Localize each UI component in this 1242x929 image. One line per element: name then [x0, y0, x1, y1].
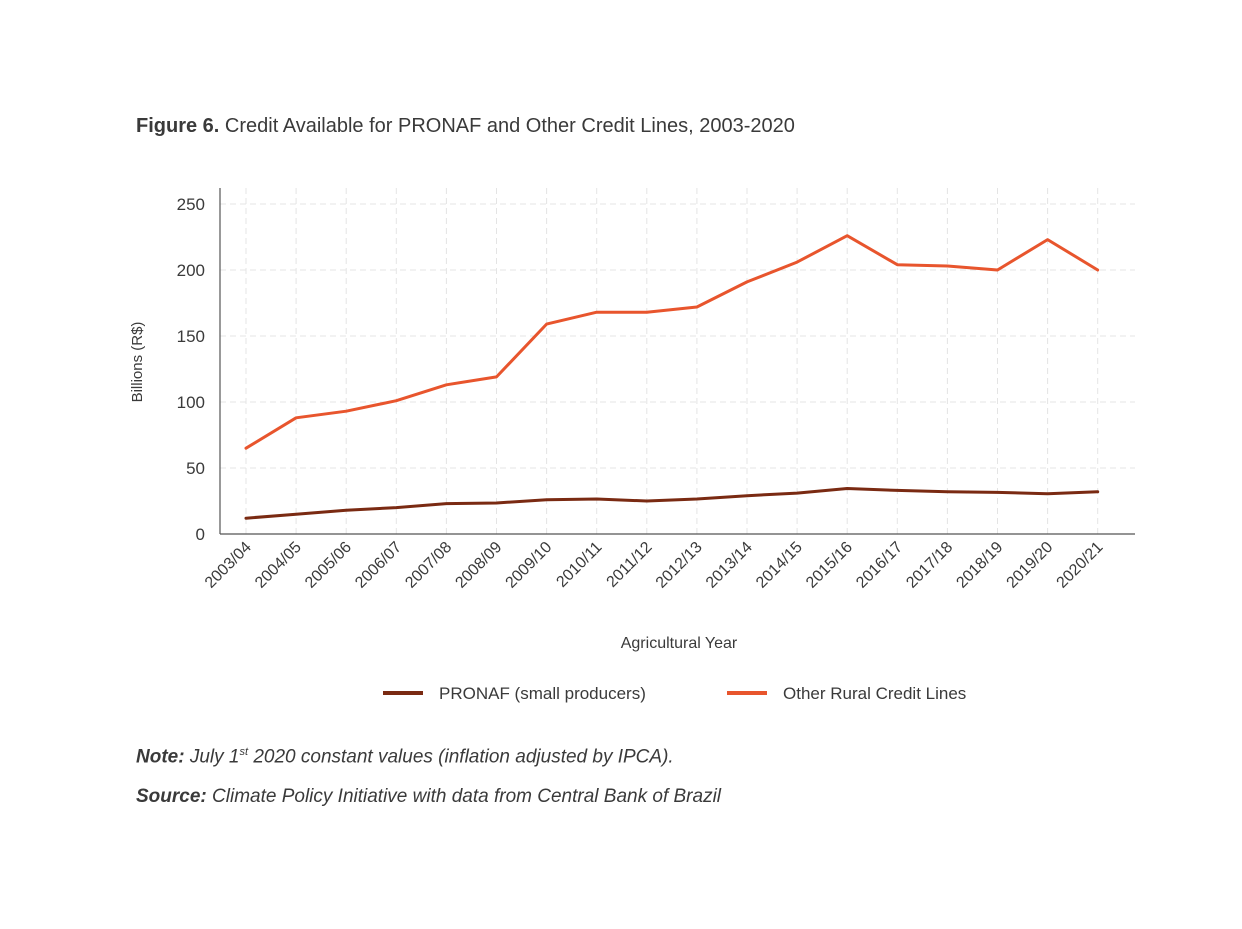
grid-lines [220, 188, 1135, 534]
x-tick-label: 2020/21 [1054, 539, 1107, 592]
note-sup: st [239, 746, 249, 758]
y-tick-label: 50 [186, 459, 205, 478]
source-line: Source: Climate Policy Initiative with d… [136, 786, 721, 808]
x-tick-label: 2012/13 [653, 539, 706, 592]
x-tick-label: 2017/18 [903, 539, 956, 592]
y-tick-label: 150 [177, 327, 205, 346]
x-tick-label: 2005/06 [302, 539, 355, 592]
source-text: Climate Policy Initiative with data from… [212, 786, 722, 807]
x-tick-label: 2008/09 [452, 539, 505, 592]
figure-title: Figure 6. Credit Available for PRONAF an… [136, 115, 795, 138]
x-tick-label: 2014/15 [753, 539, 806, 592]
y-axis-label: Billions (R$) [129, 322, 146, 403]
series-line-0 [244, 487, 1100, 520]
y-tick-label: 0 [196, 525, 205, 544]
x-tick-label: 2007/08 [402, 539, 455, 592]
note-text: 2020 constant values (inflation adjusted… [253, 746, 674, 768]
y-tick-labels: 0 50 100 150 200 250 [177, 195, 205, 544]
x-tick-label: 2015/16 [803, 539, 856, 592]
y-tick-label: 250 [177, 195, 205, 214]
x-tick-label: 2004/05 [252, 539, 305, 592]
figure-number: Figure 6. [136, 115, 220, 137]
x-tick-label: 2011/12 [604, 539, 656, 591]
x-tick-label: 2010/11 [553, 539, 605, 591]
x-axis-label: Agricultural Year [621, 635, 738, 652]
legend: PRONAF (small producers) Other Rural Cred… [383, 684, 966, 703]
note-lead: Note: [136, 746, 185, 768]
x-tick-label: 2003/04 [202, 539, 255, 592]
x-tick-label: 2019/20 [1004, 539, 1057, 592]
x-tick-label: 2018/19 [953, 539, 1006, 592]
x-tick-label: 2016/17 [853, 539, 906, 592]
x-tick-label: 2006/07 [352, 539, 405, 592]
x-tick-label: 2013/14 [703, 539, 756, 592]
legend-label-0: PRONAF (small producers) [439, 684, 646, 703]
legend-label-1: Other Rural Credit Lines [783, 684, 966, 703]
y-tick-label: 200 [177, 261, 205, 280]
note-line: Note: July 1st 2020 constant values (inf… [136, 746, 674, 768]
x-tick-label: 2009/10 [503, 539, 556, 592]
note-pre: July 1 [189, 746, 240, 768]
y-tick-label: 100 [177, 393, 205, 412]
x-tick-labels: 2003/042004/052005/062006/072007/082008/… [202, 539, 1107, 592]
series-line-1 [244, 234, 1100, 450]
axes [219, 188, 1135, 535]
series-lines [244, 234, 1100, 520]
figure-title-text: Credit Available for PRONAF and Other Cr… [224, 115, 795, 137]
source-lead: Source: [136, 786, 207, 807]
